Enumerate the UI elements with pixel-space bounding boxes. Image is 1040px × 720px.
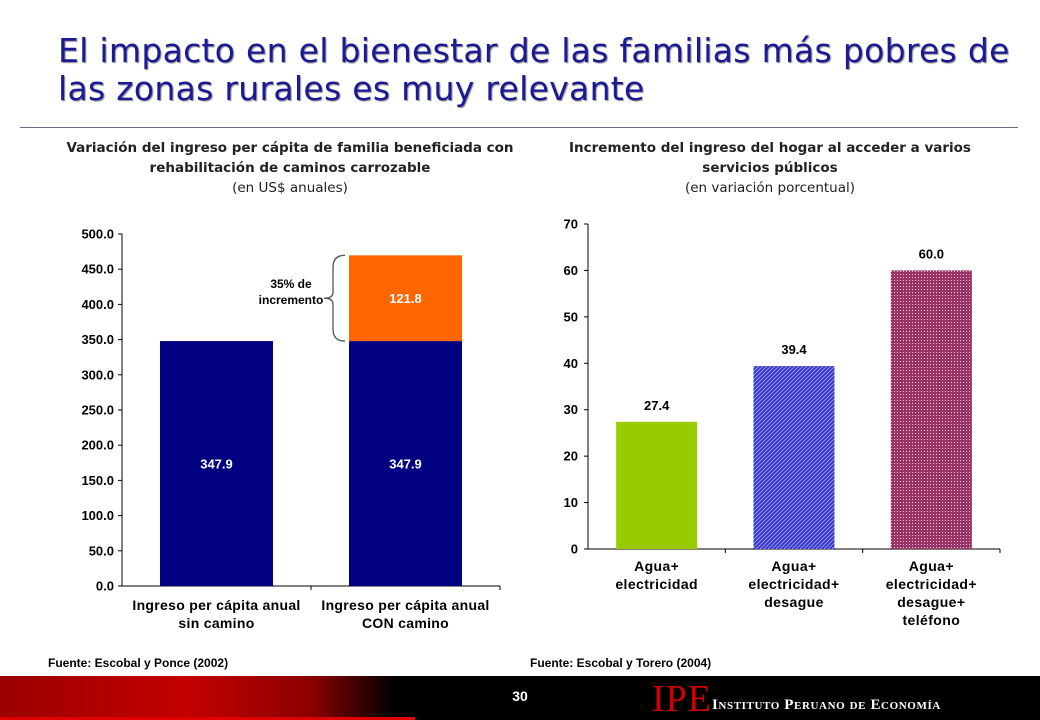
- y-tick-label: 10: [564, 495, 578, 510]
- y-tick-label: 0: [571, 542, 578, 557]
- title-divider: [20, 127, 1018, 128]
- bar-data-label: 27.4: [644, 398, 670, 413]
- right-chart-title: Incremento del ingreso del hogar al acce…: [569, 140, 971, 176]
- ipe-logo-mark: IPE: [652, 678, 712, 720]
- bar-data-label: 60.0: [919, 246, 944, 261]
- x-category-label: electricidad+: [886, 576, 977, 592]
- left-chart-heading: Variación del ingreso per cápita de fami…: [40, 138, 540, 198]
- bar: [753, 366, 835, 549]
- x-category-label: CON camino: [362, 615, 449, 631]
- y-tick-label: 250.0: [81, 403, 114, 418]
- bar-data-label: 121.8: [389, 291, 422, 306]
- y-tick-label: 50: [564, 309, 578, 324]
- right-source-note: Fuente: Escobal y Torero (2004): [530, 656, 712, 670]
- x-category-label: desague: [764, 594, 824, 610]
- x-category-label: Agua+: [771, 558, 816, 574]
- y-tick-label: 100.0: [81, 508, 114, 523]
- x-category-label: sin camino: [178, 615, 254, 631]
- y-tick-label: 300.0: [81, 367, 114, 382]
- x-category-label: teléfono: [903, 612, 961, 628]
- left-bar-chart: 0.0 50.0 100.0 150.0 200.0 250.0 300.0 350.0 400…: [81, 227, 501, 631]
- bar: [616, 421, 698, 549]
- x-category-label: Ingreso per cápita anual: [321, 597, 489, 613]
- bar-data-label: 39.4: [781, 342, 807, 357]
- bar-data-label: 347.9: [389, 457, 422, 472]
- y-tick-label: 150.0: [81, 473, 114, 488]
- increment-annotation: incremento: [259, 293, 324, 307]
- increment-brace: [323, 254, 346, 342]
- page-number: 30: [512, 688, 528, 704]
- bar-segment: [349, 341, 462, 586]
- x-category-label: Agua+: [634, 558, 679, 574]
- y-tick-label: 60: [564, 263, 578, 278]
- y-tick-label: 0.0: [96, 579, 114, 594]
- right-chart-heading: Incremento del ingreso del hogar al acce…: [540, 138, 1000, 198]
- left-chart-title: Variación del ingreso per cápita de fami…: [66, 140, 514, 176]
- right-chart-unit: (en variación porcentual): [684, 180, 856, 196]
- ipe-logo-name: Instituto Peruano de Economía: [712, 697, 941, 713]
- y-tick-label: 30: [564, 402, 578, 417]
- y-tick-label: 200.0: [81, 438, 114, 453]
- y-tick-label: 500.0: [81, 227, 114, 242]
- y-tick-label: 350.0: [81, 332, 114, 347]
- x-category-label: electricidad: [615, 576, 698, 592]
- bar: [890, 270, 972, 549]
- x-category-label: desague+: [897, 594, 965, 610]
- x-category-label: Ingreso per cápita anual: [132, 597, 300, 613]
- left-chart-unit: (en US$ anuales): [232, 180, 348, 196]
- left-source-note: Fuente: Escobal y Ponce (2002): [48, 656, 229, 670]
- footer-bar: [0, 676, 1040, 720]
- y-tick-label: 40: [564, 356, 578, 371]
- x-category-label: electricidad+: [748, 576, 839, 592]
- right-bar-chart: 0 10 20 30 40 50 60 70 27.4 Agua+ electricidad 39.4…: [564, 217, 1001, 628]
- bar-segment: [160, 341, 273, 586]
- bar-data-label: 347.9: [200, 457, 233, 472]
- y-tick-label: 20: [564, 449, 578, 464]
- y-tick-label: 50.0: [89, 543, 114, 558]
- increment-annotation: 35% de: [270, 277, 312, 291]
- y-tick-label: 70: [564, 217, 578, 232]
- x-category-label: Agua+: [909, 558, 954, 574]
- slide-title: El impacto en el bienestar de las famili…: [58, 31, 1010, 108]
- y-tick-label: 450.0: [81, 262, 114, 277]
- y-tick-label: 400.0: [81, 297, 114, 312]
- bar-segment: [349, 255, 462, 342]
